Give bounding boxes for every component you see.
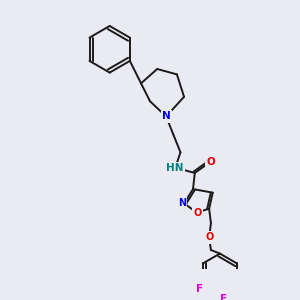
Text: O: O <box>205 232 213 242</box>
Text: N: N <box>178 198 186 208</box>
Text: F: F <box>220 294 227 300</box>
Text: O: O <box>207 157 215 167</box>
Text: N: N <box>162 112 170 122</box>
Text: HN: HN <box>166 164 184 173</box>
Text: F: F <box>196 284 203 294</box>
Text: O: O <box>194 208 202 218</box>
